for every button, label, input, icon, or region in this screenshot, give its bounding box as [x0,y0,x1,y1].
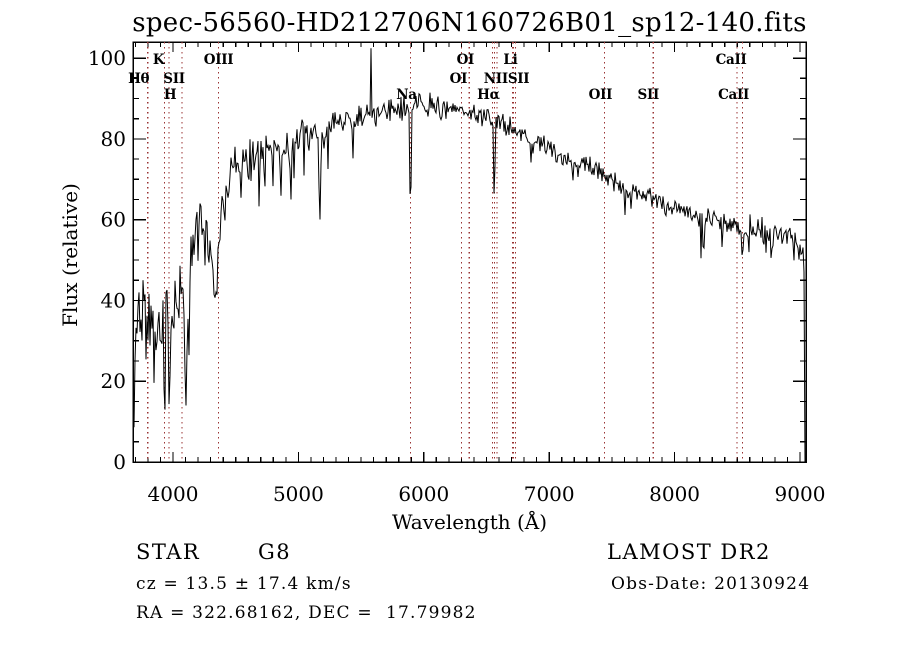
spectral-line-label: Li [503,52,517,68]
flux-tick-label: 0 [113,450,126,474]
x-axis-title: Wavelength (Å) [391,510,548,534]
spectrum-trace [133,48,806,463]
cz-value: cz = 13.5 ± 17.4 km/s [136,574,352,594]
wavelength-tick-label: 9000 [775,482,826,506]
wavelength-tick-label: 6000 [398,482,449,506]
subclass-label: G8 [258,540,292,564]
spectral-line-label: K [153,52,166,68]
y-axis-title: Flux (relative) [58,183,82,327]
spectral-line-label: Hα [477,87,500,103]
object-type-label: STAR [136,540,201,564]
flux-tick-label: 80 [101,127,126,151]
spectral-line-label: Hθ [128,71,149,87]
spectral-line-label: CaII [718,87,749,103]
survey-label: LAMOST DR2 [607,540,771,564]
spectral-line-label: OIII [204,52,234,68]
plot-title: spec-56560-HD212706N160726B01_sp12-140.f… [132,8,807,38]
flux-tick-label: 60 [101,208,126,232]
spectral-line-label: SII [638,87,659,103]
flux-tick-label: 20 [101,369,126,393]
spectral-line-label: CaII [716,52,747,68]
spectral-line-label: OI [450,71,467,87]
flux-tick-label: 100 [88,46,126,70]
wavelength-tick-label: 7000 [524,482,575,506]
flux-tick-label: 40 [101,288,126,312]
spectral-line-label: OI [457,52,474,68]
spectral-line-label: SII [163,71,184,87]
wavelength-tick-label: 5000 [273,482,324,506]
spectral-line-label: OII [589,87,613,103]
wavelength-tick-label: 8000 [649,482,700,506]
spectral-line-label: Na [396,87,417,103]
ra-dec-value: RA = 322.68162, DEC = 17.79982 [136,603,477,623]
spectral-line-label: H [164,87,177,103]
wavelength-tick-label: 4000 [148,482,199,506]
spectral-line-label: NIISII [484,71,530,87]
obs-date-value: Obs-Date: 20130924 [611,574,811,594]
